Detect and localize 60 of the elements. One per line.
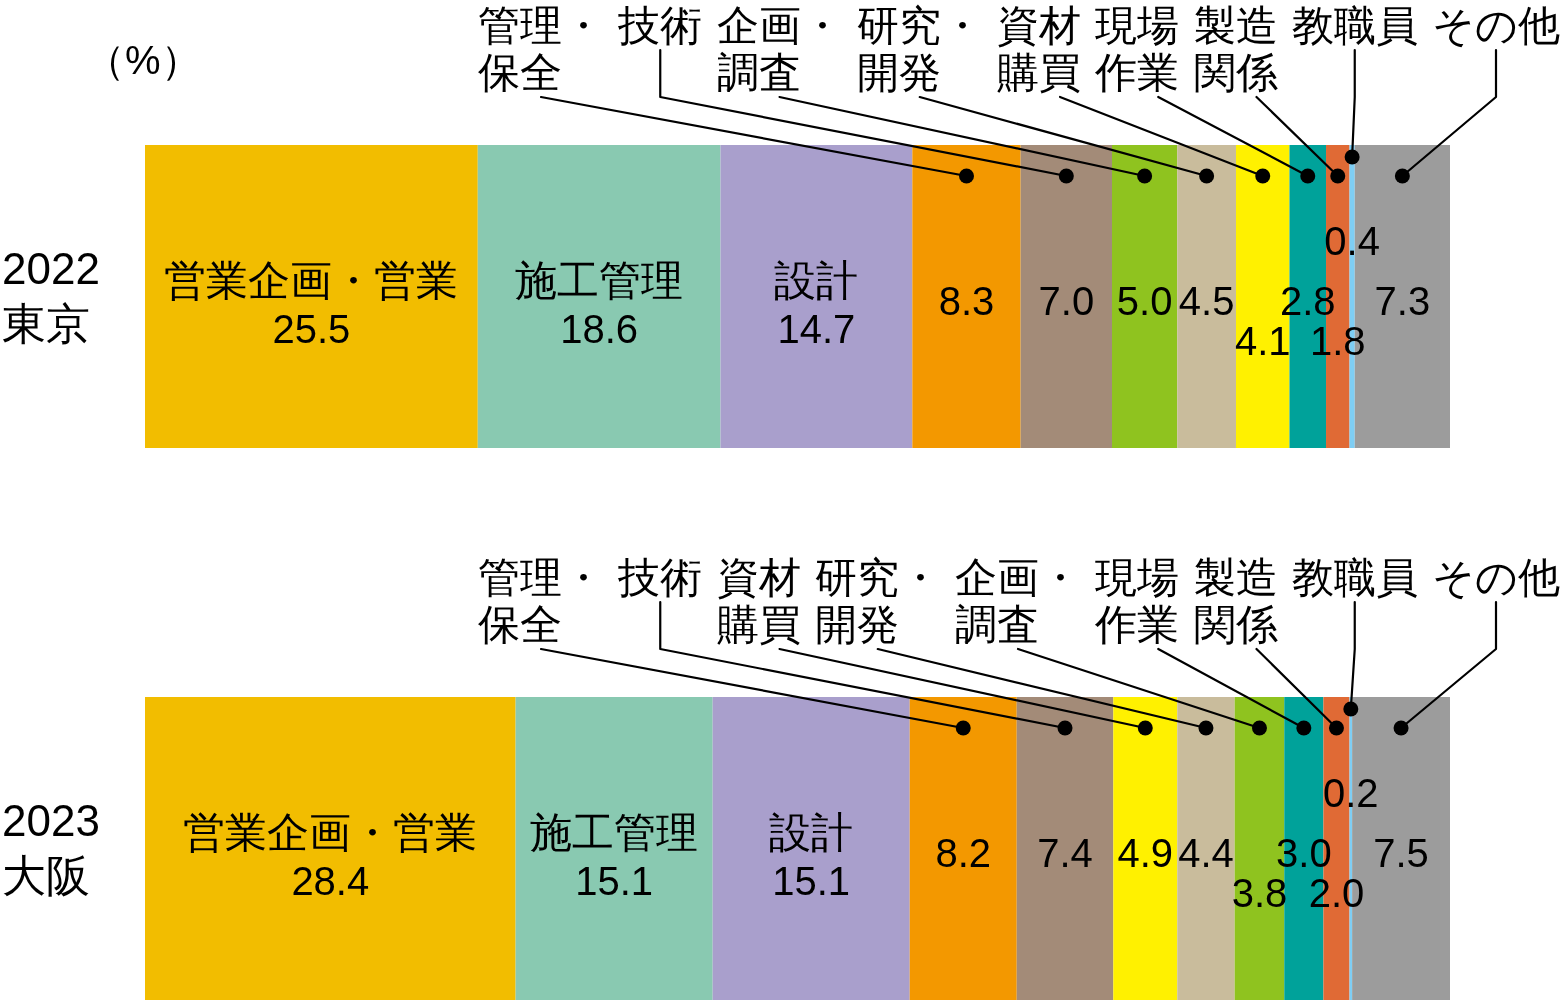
bar bbox=[712, 697, 910, 1000]
data-label: 8.3 bbox=[938, 278, 995, 323]
bar bbox=[909, 697, 1017, 1000]
bar bbox=[1016, 697, 1114, 1000]
data-label: 8.2 bbox=[935, 830, 992, 875]
text: 管理・保全 bbox=[478, 554, 604, 648]
data-label: 7.0 bbox=[1038, 278, 1095, 323]
bar bbox=[912, 145, 1021, 448]
text: その他 bbox=[1432, 554, 1560, 601]
text: 管理・保全 bbox=[478, 2, 604, 96]
text: 技術 bbox=[617, 2, 703, 49]
data-label: 7.3 bbox=[1374, 278, 1431, 323]
data-label: 18.6 bbox=[560, 306, 639, 351]
series-label: 施工管理 bbox=[530, 808, 699, 856]
text: 現場作業 bbox=[1094, 2, 1180, 96]
text: 企画・調査 bbox=[716, 2, 843, 96]
bar bbox=[145, 697, 516, 1000]
text: その他 bbox=[1432, 2, 1560, 49]
data-label: 25.5 bbox=[272, 306, 351, 351]
text: 資材購買 bbox=[997, 2, 1081, 96]
data-label: 4.1 bbox=[1234, 318, 1291, 363]
data-label: 0.4 bbox=[1324, 218, 1380, 263]
text: 技術 bbox=[617, 554, 703, 601]
series-label: 設計 bbox=[769, 808, 854, 856]
series-label: 施工管理 bbox=[515, 256, 684, 304]
data-label: 4.5 bbox=[1178, 278, 1235, 323]
data-label: 15.1 bbox=[772, 858, 851, 903]
data-label: 1.8 bbox=[1309, 318, 1366, 363]
data-label: 15.1 bbox=[575, 858, 654, 903]
data-label: 14.7 bbox=[777, 306, 856, 351]
data-label: 28.4 bbox=[291, 858, 370, 903]
bar bbox=[477, 145, 721, 448]
data-label: 4.9 bbox=[1117, 830, 1174, 875]
data-label: 4.4 bbox=[1178, 830, 1234, 875]
text: 資材購買 bbox=[716, 554, 801, 648]
y-tick-label: 2023 大阪 bbox=[2, 795, 100, 900]
data-label: 5.0 bbox=[1116, 278, 1173, 323]
text: 教職員 bbox=[1291, 2, 1418, 49]
text: 教職員 bbox=[1291, 554, 1418, 601]
bar bbox=[515, 697, 713, 1000]
bar bbox=[1177, 145, 1236, 448]
bar bbox=[1113, 697, 1178, 1000]
text: 企画・調査 bbox=[955, 554, 1081, 648]
series-label: 製造関係 bbox=[1193, 554, 1278, 648]
series-label: 製造関係 bbox=[1193, 2, 1278, 96]
bar bbox=[1020, 145, 1113, 448]
bar bbox=[720, 145, 913, 448]
bar bbox=[1177, 697, 1235, 1000]
text: 現場作業 bbox=[1094, 554, 1180, 648]
text: （%） bbox=[85, 38, 201, 82]
text: 研究・開発 bbox=[814, 554, 941, 648]
y-tick-label: 2022 東京 bbox=[2, 243, 100, 348]
data-label: 7.4 bbox=[1037, 830, 1093, 875]
bar bbox=[1112, 145, 1178, 448]
bar bbox=[145, 145, 478, 448]
text: 研究・開発 bbox=[856, 2, 983, 96]
series-label: 営業企画・営業 bbox=[183, 808, 478, 856]
series-label: 設計 bbox=[774, 256, 859, 304]
series-label: 営業企画・営業 bbox=[164, 256, 459, 304]
data-label: 7.5 bbox=[1373, 830, 1429, 875]
